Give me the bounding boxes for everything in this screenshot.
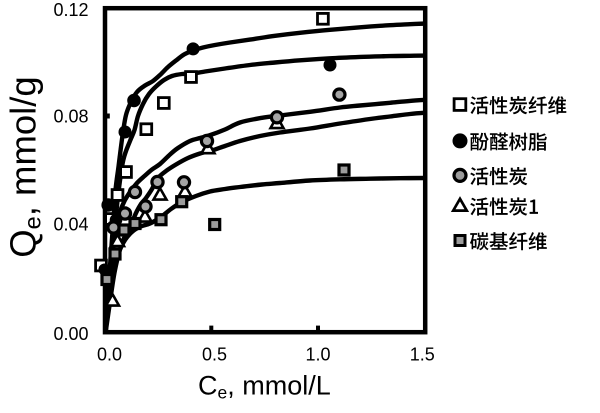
svg-text:Qe, mmol/g: Qe, mmol/g [3, 76, 46, 257]
svg-text:0.12: 0.12 [53, 0, 88, 20]
svg-text:0.00: 0.00 [53, 324, 88, 344]
svg-text:1.5: 1.5 [410, 345, 435, 365]
svg-text:0.5: 0.5 [202, 345, 227, 365]
svg-text:0.04: 0.04 [53, 215, 88, 235]
svg-text:0.0: 0.0 [97, 345, 122, 365]
svg-text:0.08: 0.08 [53, 107, 88, 127]
svg-text:1.0: 1.0 [305, 345, 330, 365]
